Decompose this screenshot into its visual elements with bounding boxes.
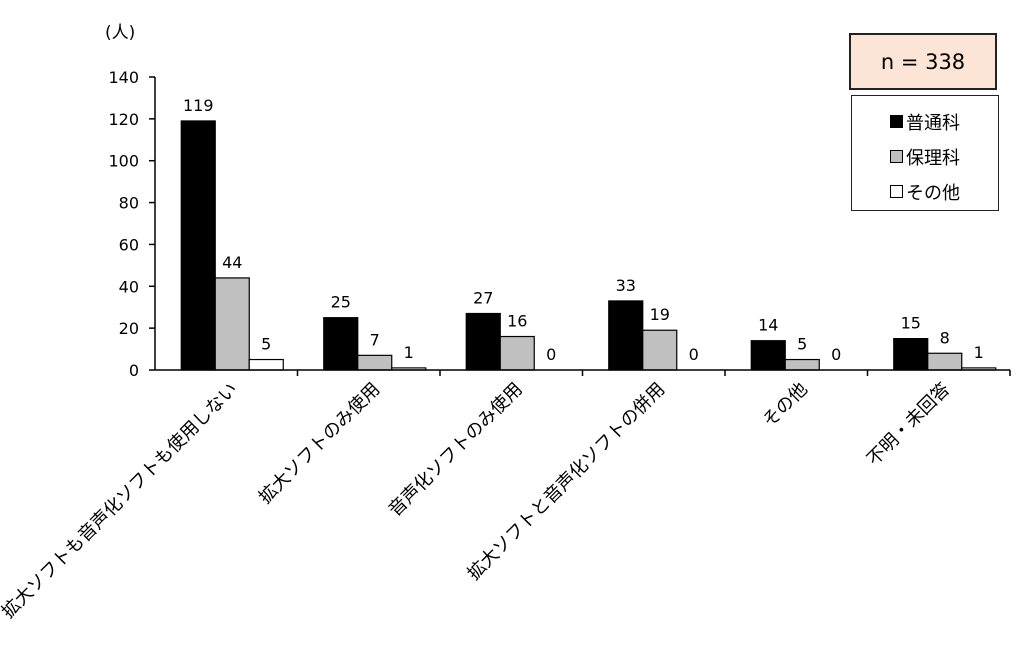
bar bbox=[357, 354, 393, 371]
bar bbox=[323, 317, 359, 371]
data-label: 0 bbox=[689, 345, 699, 364]
bar bbox=[214, 277, 250, 371]
data-label: 7 bbox=[370, 330, 380, 349]
data-label: 27 bbox=[473, 288, 493, 307]
data-label: 0 bbox=[831, 345, 841, 364]
y-tick-label: 120 bbox=[108, 110, 139, 129]
data-label: 5 bbox=[797, 335, 807, 354]
y-tick-label: 60 bbox=[119, 235, 139, 254]
bar bbox=[642, 329, 678, 371]
sample-size-box: n = 338 bbox=[849, 33, 997, 90]
x-tick-label: その他 bbox=[759, 379, 812, 432]
legend-swatch bbox=[890, 115, 903, 128]
data-label: 44 bbox=[222, 253, 242, 272]
data-label: 19 bbox=[650, 305, 670, 324]
data-label: 5 bbox=[261, 335, 271, 354]
x-tick-label: 音声化ソフトのみ使用 bbox=[385, 379, 527, 521]
legend: 普通科 保理科 その他 bbox=[851, 95, 999, 211]
y-tick-label: 0 bbox=[129, 361, 139, 380]
sample-size-text: n = 338 bbox=[880, 49, 966, 74]
bar bbox=[927, 352, 963, 371]
legend-item: 保理科 bbox=[852, 139, 998, 174]
data-label: 119 bbox=[183, 96, 214, 115]
y-tick-label: 100 bbox=[108, 152, 139, 171]
legend-item: その他 bbox=[852, 174, 998, 209]
bar bbox=[750, 340, 786, 371]
data-label: 14 bbox=[758, 316, 778, 335]
bar bbox=[248, 358, 284, 371]
y-tick-label: 40 bbox=[119, 277, 139, 296]
data-label: 0 bbox=[546, 345, 556, 364]
legend-label: 保理科 bbox=[906, 147, 960, 169]
data-label: 1 bbox=[404, 343, 414, 362]
bar bbox=[180, 120, 216, 371]
y-tick-label: 20 bbox=[119, 319, 139, 338]
bar bbox=[893, 338, 929, 371]
data-label: 15 bbox=[901, 314, 921, 333]
data-label: 8 bbox=[940, 328, 950, 347]
bar bbox=[784, 358, 820, 371]
data-label: 16 bbox=[507, 312, 527, 331]
legend-swatch bbox=[890, 185, 903, 198]
data-label: 25 bbox=[331, 293, 351, 312]
bar bbox=[608, 300, 644, 371]
x-tick-label: 拡大ソフトも音声化ソフトも使用しない bbox=[0, 379, 242, 623]
bar bbox=[499, 335, 535, 371]
x-tick-label: 拡大ソフトのみ使用 bbox=[255, 379, 384, 508]
legend-item: 普通科 bbox=[852, 104, 998, 139]
legend-label: その他 bbox=[906, 182, 960, 204]
y-tick-label: 80 bbox=[119, 194, 139, 213]
legend-swatch bbox=[890, 150, 903, 163]
y-axis-label: (人) bbox=[105, 23, 135, 43]
data-label: 1 bbox=[974, 343, 984, 362]
bar bbox=[465, 312, 501, 371]
x-tick-label: 不明・未回答 bbox=[863, 379, 954, 470]
y-tick-label: 140 bbox=[108, 68, 139, 87]
data-label: 33 bbox=[616, 276, 636, 295]
legend-label: 普通科 bbox=[906, 112, 960, 134]
